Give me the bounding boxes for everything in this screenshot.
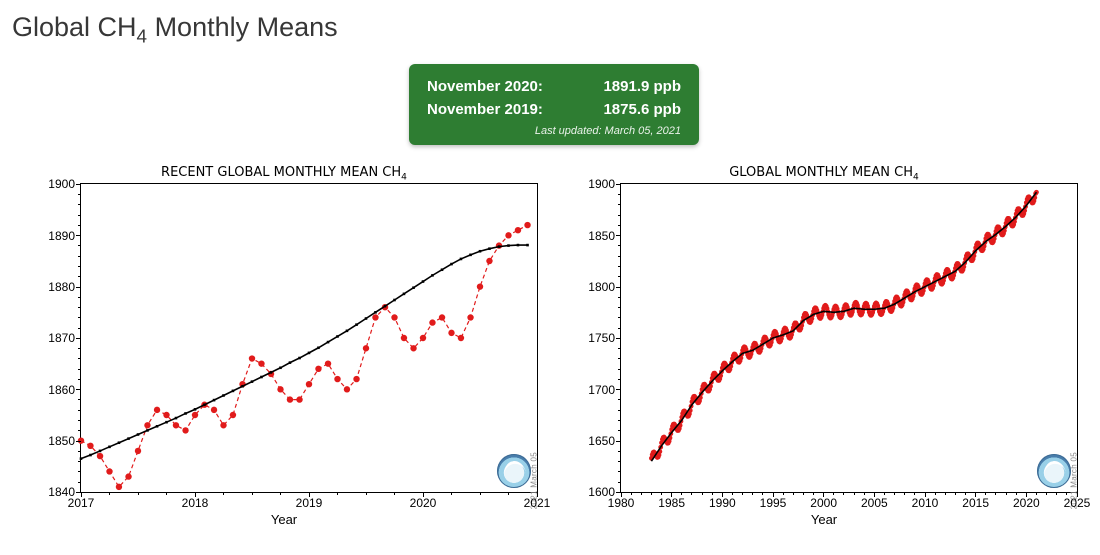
chart-recent: RECENT GLOBAL MONTHLY MEAN CH4 CH4 mole … <box>24 165 544 525</box>
banner-row: November 2020: 1891.9 ppb <box>427 76 681 99</box>
chart-title: RECENT GLOBAL MONTHLY MEAN CH4 <box>24 165 544 183</box>
banner-label: November 2020: <box>427 76 543 99</box>
page-title: Global CH4 Monthly Means <box>8 12 1100 48</box>
banner-updated: Last updated: March 05, 2021 <box>427 125 681 137</box>
plot-area: 2021 March 05 18401850186018701880189019… <box>80 183 538 493</box>
chart-full: GLOBAL MONTHLY MEAN CH4 CH4 mole fractio… <box>564 165 1084 525</box>
banner-row: November 2019: 1875.6 ppb <box>427 99 681 122</box>
banner-label: November 2019: <box>427 99 543 122</box>
banner-value: 1891.9 ppb <box>603 76 681 99</box>
x-axis-label: Year <box>564 512 1084 527</box>
chart-title: GLOBAL MONTHLY MEAN CH4 <box>564 165 1084 183</box>
banner-value: 1875.6 ppb <box>603 99 681 122</box>
plot-area: 2021 March 05 16001650170017501800185019… <box>620 183 1078 493</box>
x-axis-label: Year <box>24 512 544 527</box>
charts-container: RECENT GLOBAL MONTHLY MEAN CH4 CH4 mole … <box>8 165 1100 525</box>
summary-banner: November 2020: 1891.9 ppb November 2019:… <box>409 64 699 145</box>
